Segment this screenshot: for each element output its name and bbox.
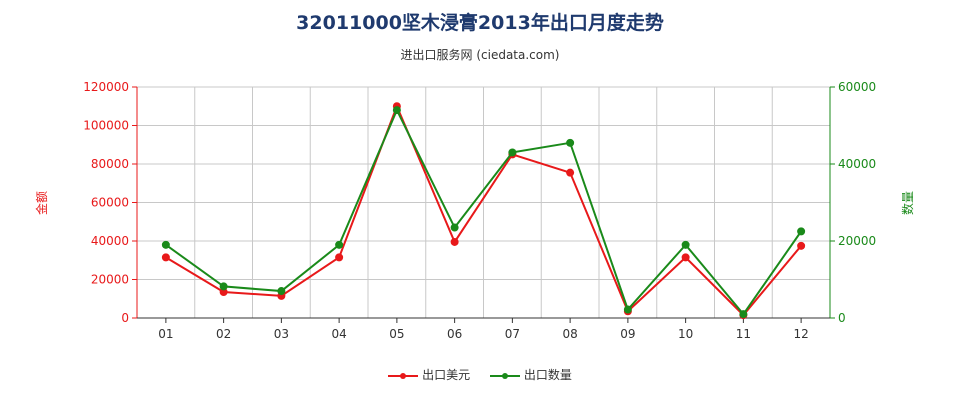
left-tick-label: 100000: [83, 119, 129, 133]
data-point-quantity: [566, 138, 575, 147]
left-tick-label: 20000: [91, 273, 129, 287]
data-point-quantity: [623, 305, 632, 314]
legend-label-quantity: 出口数量: [523, 368, 572, 382]
data-point-value: [161, 253, 170, 262]
x-tick-label: 06: [447, 327, 462, 341]
data-point-quantity: [450, 223, 459, 232]
left-tick-label: 120000: [83, 80, 129, 94]
x-tick-label: 05: [389, 327, 404, 341]
data-point-quantity: [681, 240, 690, 249]
legend-label-value: 出口美元: [422, 368, 471, 382]
legend-item-value[interactable]: 出口美元: [388, 366, 470, 383]
right-tick-label: 20000: [838, 234, 876, 248]
x-tick-label: 08: [562, 327, 577, 341]
left-tick-label: 40000: [91, 234, 129, 248]
left-axis-label: 金额: [34, 191, 49, 215]
data-point-value: [566, 168, 575, 177]
right-tick-label: 0: [838, 311, 846, 325]
grid-lines: [137, 86, 831, 318]
data-point-quantity: [739, 310, 748, 319]
data-point-quantity: [392, 106, 401, 115]
left-tick-label: 60000: [91, 196, 129, 210]
data-point-quantity: [277, 287, 286, 296]
x-tick-label: 04: [331, 327, 346, 341]
left-tick-label: 80000: [91, 157, 129, 171]
data-point-value: [335, 253, 344, 262]
legend-item-quantity[interactable]: 出口数量: [489, 366, 572, 383]
x-tick-label: 03: [274, 327, 289, 341]
x-tick-label: 10: [678, 327, 693, 341]
data-point-value: [219, 288, 228, 297]
series-line-quantity: [165, 107, 802, 316]
legend: 出口美元 出口数量: [0, 366, 960, 383]
data-point-quantity: [219, 282, 228, 291]
series-line-value: [165, 103, 802, 317]
series-layer: [161, 102, 806, 320]
data-point-value: [797, 241, 806, 250]
legend-swatch-value: [388, 372, 419, 379]
x-tick-label: 12: [793, 327, 808, 341]
x-tick-label: 09: [620, 327, 635, 341]
legend-swatch-quantity: [489, 372, 520, 379]
chart-title: 32011000坚木浸膏2013年出口月度走势: [296, 12, 664, 34]
left-tick-label: 0: [121, 311, 129, 325]
chart-subtitle: 进出口服务网 (ciedata.com): [400, 48, 560, 62]
right-tick-label: 40000: [838, 157, 876, 171]
x-tick-label: 02: [216, 327, 231, 341]
right-tick-label: 60000: [838, 80, 876, 94]
x-axis-ticks: 01 02 03 04 05 06 07 08 09 10 11 12: [158, 318, 809, 341]
data-point-quantity: [335, 240, 344, 249]
data-point-value: [450, 237, 459, 246]
data-point-value: [681, 253, 690, 262]
x-tick-label: 07: [505, 327, 520, 341]
right-axis-ticks: 0 20000 40000 60000: [830, 80, 876, 325]
right-axis-label: 数量: [900, 191, 915, 215]
chart-area: 0 20000 40000 60000 80000 100000 120000 0 20000…: [34, 80, 915, 341]
data-point-quantity: [508, 148, 517, 157]
data-point-quantity: [161, 240, 170, 249]
data-point-quantity: [797, 227, 806, 236]
x-tick-label: 01: [158, 327, 173, 341]
x-tick-label: 11: [736, 327, 751, 341]
left-axis-ticks: 0 20000 40000 60000 80000 100000 120000: [83, 80, 137, 325]
